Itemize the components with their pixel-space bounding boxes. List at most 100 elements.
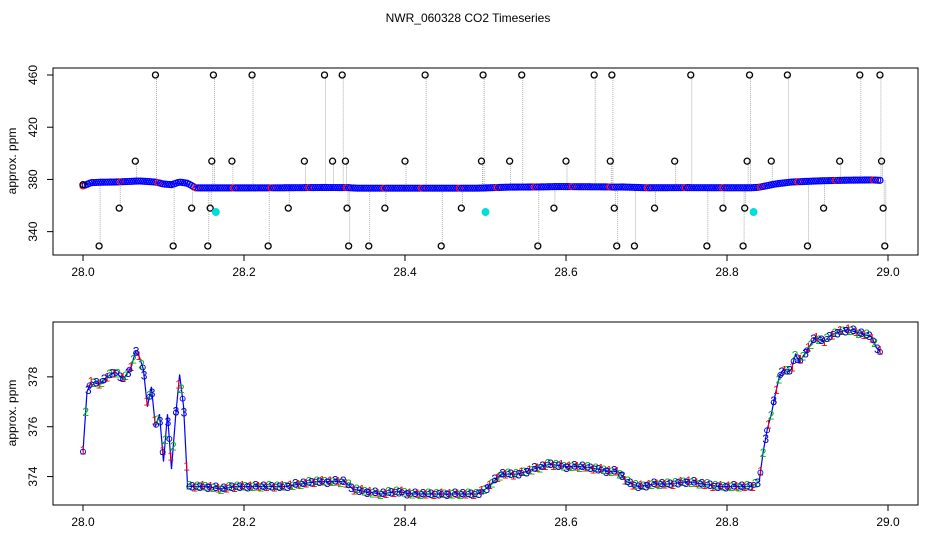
data-point bbox=[491, 477, 498, 484]
series-label-1: 1 bbox=[351, 483, 358, 497]
data-point bbox=[243, 184, 251, 192]
series-label-1: 1 bbox=[446, 486, 453, 500]
series-label-2: 2 bbox=[337, 476, 344, 490]
data-point bbox=[544, 461, 551, 468]
y-tick-label: 380 bbox=[26, 169, 40, 189]
series-label-2: 2 bbox=[823, 331, 830, 345]
data-point bbox=[730, 483, 737, 490]
series-label-1: 1 bbox=[247, 479, 254, 493]
data-point bbox=[526, 183, 534, 191]
data-point bbox=[840, 176, 849, 184]
data-point bbox=[422, 184, 430, 192]
series-label-1: 1 bbox=[343, 476, 350, 490]
outlier-point bbox=[743, 157, 751, 165]
series-label-2: 2 bbox=[863, 327, 870, 341]
data-point bbox=[266, 483, 272, 490]
data-point bbox=[471, 184, 479, 192]
data-point bbox=[723, 184, 731, 192]
series-label-3: 3 bbox=[778, 365, 785, 379]
data-point bbox=[571, 463, 578, 470]
data-point bbox=[378, 184, 386, 192]
panel-bottom-data: 1231231231231231231231231231231231231231… bbox=[80, 322, 884, 502]
series-label-1: 1 bbox=[645, 477, 652, 491]
outlier-point bbox=[783, 71, 792, 79]
series-label-1: 1 bbox=[135, 349, 142, 363]
data-point bbox=[278, 184, 286, 192]
data-point bbox=[591, 465, 598, 472]
data-point bbox=[790, 178, 798, 186]
y-tick-label: 378 bbox=[26, 367, 40, 387]
data-point bbox=[431, 184, 439, 192]
data-point bbox=[446, 184, 455, 192]
data-point bbox=[133, 349, 140, 356]
series-label-3: 3 bbox=[244, 481, 251, 495]
series-label-3: 3 bbox=[531, 461, 538, 475]
data-point bbox=[533, 183, 541, 191]
data-point bbox=[688, 184, 696, 192]
data-point bbox=[126, 366, 133, 373]
data-point bbox=[657, 184, 665, 192]
data-point bbox=[460, 184, 468, 192]
series-label-2: 2 bbox=[553, 457, 560, 471]
series-label-1: 1 bbox=[271, 481, 278, 495]
data-point bbox=[865, 176, 873, 184]
series-label-2: 2 bbox=[258, 481, 265, 495]
series-label-1: 1 bbox=[191, 481, 198, 495]
data-point bbox=[132, 177, 140, 185]
data-point bbox=[728, 184, 736, 192]
series-label-1: 1 bbox=[327, 474, 334, 488]
series-label-1: 1 bbox=[845, 322, 852, 336]
data-point bbox=[491, 184, 499, 192]
outlier-point bbox=[687, 71, 695, 79]
data-point bbox=[690, 184, 698, 192]
data-point bbox=[845, 176, 853, 184]
data-point bbox=[451, 491, 458, 497]
data-point bbox=[327, 183, 335, 192]
data-point bbox=[99, 178, 107, 186]
data-point bbox=[398, 489, 405, 496]
data-point bbox=[426, 184, 435, 192]
data-point bbox=[505, 471, 511, 478]
data-point bbox=[818, 177, 826, 185]
data-point bbox=[136, 177, 145, 185]
data-point bbox=[646, 184, 654, 192]
series-label-3: 3 bbox=[754, 476, 761, 490]
data-point bbox=[493, 183, 501, 192]
data-point bbox=[736, 184, 745, 192]
data-point bbox=[415, 184, 424, 192]
series-label-1: 1 bbox=[638, 478, 645, 492]
data-point bbox=[279, 483, 286, 490]
data-point bbox=[376, 184, 384, 192]
data-point bbox=[128, 177, 136, 185]
data-point bbox=[701, 184, 709, 192]
data-point bbox=[548, 183, 556, 191]
series-label-2: 2 bbox=[234, 479, 241, 493]
data-point bbox=[672, 184, 680, 192]
data-point bbox=[851, 176, 860, 184]
series-label-3: 3 bbox=[173, 404, 180, 418]
data-point bbox=[449, 184, 457, 192]
data-point bbox=[114, 178, 123, 186]
data-point bbox=[464, 184, 472, 192]
data-point bbox=[648, 184, 656, 192]
data-point bbox=[113, 369, 120, 376]
series-label-3: 3 bbox=[364, 486, 371, 500]
data-point bbox=[407, 184, 415, 192]
data-point bbox=[92, 178, 100, 187]
series-label-2: 2 bbox=[744, 478, 751, 492]
data-point bbox=[843, 326, 850, 333]
series-label-1: 1 bbox=[709, 480, 716, 494]
series-label-3: 3 bbox=[643, 480, 650, 494]
data-point bbox=[623, 183, 632, 191]
series-label-2: 2 bbox=[481, 483, 488, 497]
data-point bbox=[256, 184, 264, 192]
series-label-2: 2 bbox=[808, 338, 815, 352]
data-point bbox=[747, 184, 756, 192]
data-point bbox=[564, 463, 571, 470]
series-label-3: 3 bbox=[109, 367, 116, 381]
series-label-1: 1 bbox=[606, 464, 613, 478]
data-point bbox=[617, 471, 624, 478]
data-point bbox=[356, 184, 364, 192]
data-point bbox=[770, 399, 777, 406]
series-label-2: 2 bbox=[855, 327, 862, 341]
